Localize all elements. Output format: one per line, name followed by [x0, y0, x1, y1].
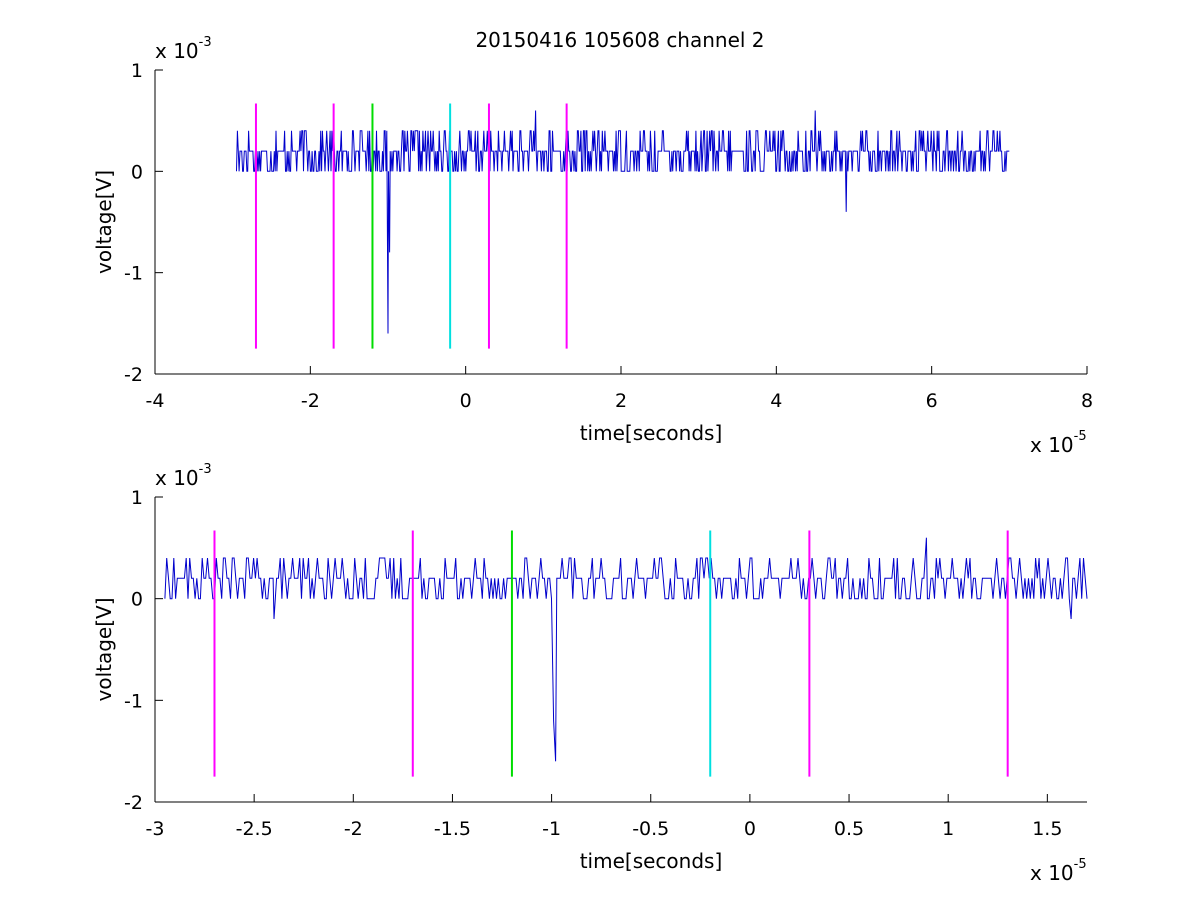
- y-exponent: -3: [199, 462, 212, 477]
- signal-trace: [236, 110, 1010, 334]
- x-tick-label: -2: [344, 818, 363, 840]
- x-tick-label: -1.5: [434, 818, 471, 840]
- x-tick-label: -3: [146, 818, 165, 840]
- signal-trace: [164, 537, 1088, 762]
- x-tick-label: 4: [770, 390, 782, 412]
- y-tick-label: -2: [124, 364, 143, 386]
- x-tick-label: 8: [1081, 390, 1093, 412]
- y-exponent-label: x 10-3: [155, 462, 212, 490]
- x-tick-label: 2: [615, 390, 627, 412]
- chart-title: 20150416 105608 channel 2: [475, 28, 764, 52]
- x-axis-label: time[seconds]: [580, 421, 723, 445]
- bottom-plot: -3 -2.5 -2 -1.5 -1 -0.5 0 0.5 1 1.5 -2 -1 0 1 time[sec…: [92, 462, 1088, 885]
- x-tick-label: -2.5: [236, 818, 273, 840]
- x-tick-label: 0.5: [834, 818, 864, 840]
- y-tick-label: -2: [124, 792, 143, 814]
- x-tick-label: -2: [301, 390, 320, 412]
- y-axis-label: voltage[V]: [92, 170, 116, 274]
- x-exponent: -5: [1074, 429, 1087, 444]
- x-tick-label: -0.5: [632, 818, 669, 840]
- x-tick-label: 1.5: [1032, 818, 1062, 840]
- y-tick-label: 0: [131, 589, 143, 611]
- y-tick-label: 0: [131, 161, 143, 183]
- x-exponent: -5: [1074, 857, 1087, 872]
- x-tick-label: 0: [460, 390, 472, 412]
- y-exponent: -3: [199, 35, 212, 50]
- y-tick-label: 1: [131, 487, 143, 509]
- x-tick-label: -1: [542, 818, 561, 840]
- x-tick-label: 0: [744, 818, 756, 840]
- x-axis-label: time[seconds]: [580, 849, 723, 873]
- y-tick-label: 1: [131, 60, 143, 82]
- x-tick-label: 1: [942, 818, 954, 840]
- x-tick-label: 6: [926, 390, 938, 412]
- x-tick-label: -4: [146, 390, 165, 412]
- y-tick-label: -1: [124, 690, 143, 712]
- y-axis-label: voltage[V]: [92, 597, 116, 701]
- y-tick-label: -1: [124, 263, 143, 285]
